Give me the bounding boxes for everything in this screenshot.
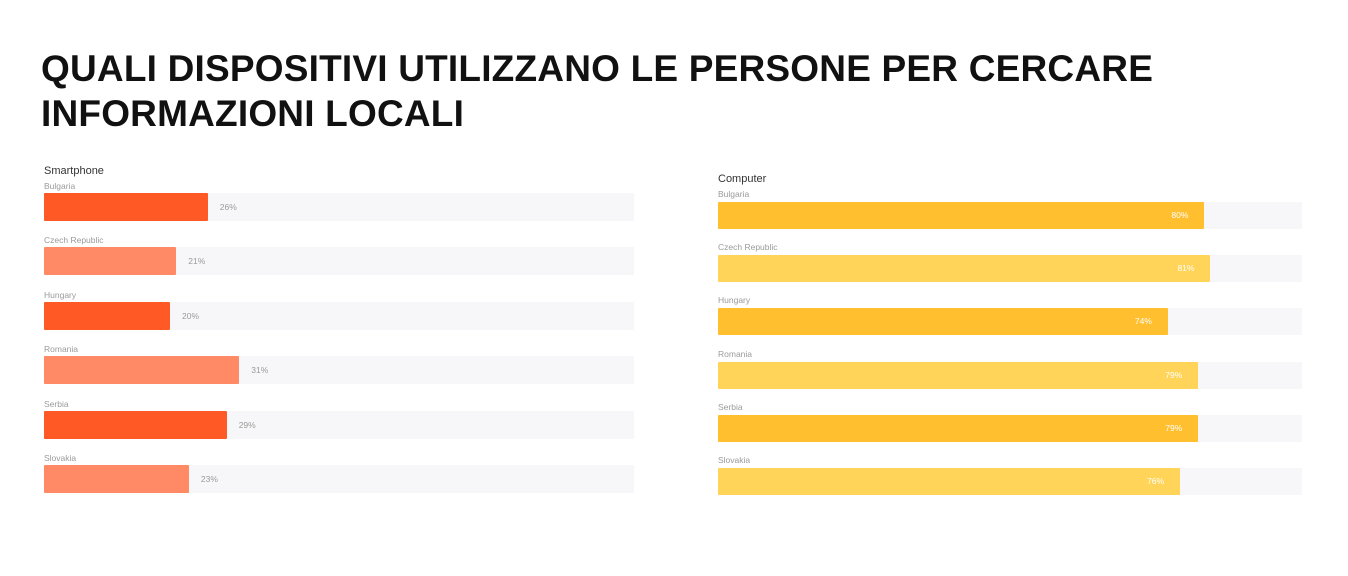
smartphone-row: Romania 31% bbox=[44, 343, 634, 397]
computer-bar-track: 76% bbox=[718, 467, 1302, 495]
computer-category-label: Romania bbox=[718, 348, 753, 359]
smartphone-category-label: Slovakia bbox=[44, 452, 77, 463]
computer-category-label: Slovakia bbox=[718, 454, 751, 465]
computer-bars: Bulgaria 80% Czech Republic 81% Hungary 74% Ro… bbox=[718, 188, 1308, 507]
computer-row: Serbia 79% bbox=[718, 401, 1308, 454]
computer-value-label: 79% bbox=[1165, 422, 1183, 433]
smartphone-chart-title: Smartphone bbox=[44, 165, 104, 177]
smartphone-category-label: Romania bbox=[44, 344, 79, 355]
computer-row: Czech Republic 81% bbox=[718, 241, 1308, 294]
smartphone-row: Hungary 20% bbox=[44, 289, 634, 343]
computer-bar bbox=[718, 255, 1211, 283]
smartphone-row: Serbia 29% bbox=[44, 398, 634, 452]
smartphone-value-label: 31% bbox=[251, 365, 269, 376]
smartphone-bar-track: 29% bbox=[44, 410, 634, 439]
smartphone-bars: Bulgaria 26% Czech Republic 21% Hungary 20% Ro… bbox=[44, 180, 634, 506]
computer-value-label: 76% bbox=[1147, 475, 1165, 486]
smartphone-category-label: Hungary bbox=[44, 289, 77, 300]
smartphone-value-label: 21% bbox=[188, 256, 206, 267]
smartphone-chart: Smartphone Bulgaria 26% Czech Republic 21% H… bbox=[44, 163, 634, 506]
smartphone-bar-track: 26% bbox=[44, 193, 634, 221]
computer-chart: Computer Bulgaria 80% Czech Republic 81% Hun… bbox=[718, 171, 1308, 507]
computer-row: Romania 79% bbox=[718, 348, 1308, 401]
smartphone-bar bbox=[44, 247, 177, 276]
smartphone-row: Czech Republic 21% bbox=[44, 234, 634, 288]
smartphone-value-label: 29% bbox=[238, 419, 256, 430]
computer-bar bbox=[718, 308, 1168, 336]
smartphone-bar-track: 23% bbox=[44, 464, 634, 493]
computer-bar-track: 79% bbox=[718, 361, 1302, 389]
computer-category-label: Czech Republic bbox=[718, 242, 778, 253]
computer-value-label: 81% bbox=[1177, 263, 1195, 274]
computer-row: Bulgaria 80% bbox=[718, 188, 1308, 241]
smartphone-row: Bulgaria 26% bbox=[44, 180, 634, 234]
smartphone-value-label: 23% bbox=[200, 473, 218, 484]
smartphone-value-label: 20% bbox=[182, 310, 200, 321]
computer-category-label: Hungary bbox=[718, 295, 751, 306]
computer-value-label: 79% bbox=[1165, 369, 1183, 380]
smartphone-category-label: Serbia bbox=[44, 398, 69, 409]
smartphone-row: Slovakia 23% bbox=[44, 452, 634, 506]
computer-row: Slovakia 76% bbox=[718, 454, 1308, 507]
smartphone-category-label: Bulgaria bbox=[44, 181, 76, 191]
computer-bar-track: 80% bbox=[718, 202, 1302, 229]
computer-bar-track: 74% bbox=[718, 308, 1302, 336]
smartphone-value-label: 26% bbox=[219, 202, 237, 212]
computer-bar bbox=[718, 467, 1181, 495]
computer-chart-title: Computer bbox=[718, 173, 767, 185]
smartphone-bar bbox=[44, 301, 170, 330]
smartphone-bar-track: 20% bbox=[44, 301, 634, 330]
computer-value-label: 80% bbox=[1171, 210, 1189, 220]
smartphone-bar-track: 21% bbox=[44, 247, 634, 276]
page-title: QUALI DISPOSITIVI UTILIZZANO LE PERSONE … bbox=[41, 48, 1154, 134]
computer-bar bbox=[718, 361, 1199, 389]
computer-value-label: 74% bbox=[1134, 316, 1152, 327]
computer-category-label: Bulgaria bbox=[718, 189, 750, 199]
computer-bar-track: 81% bbox=[718, 255, 1302, 283]
smartphone-bar bbox=[44, 356, 240, 385]
smartphone-bar bbox=[44, 464, 189, 493]
smartphone-bar-track: 31% bbox=[44, 356, 634, 385]
computer-row: Hungary 74% bbox=[718, 294, 1308, 347]
smartphone-bar bbox=[44, 410, 227, 439]
computer-bar bbox=[718, 202, 1205, 229]
computer-bar bbox=[718, 414, 1199, 442]
computer-bar-track: 79% bbox=[718, 414, 1302, 442]
smartphone-bar bbox=[44, 193, 208, 221]
computer-category-label: Serbia bbox=[718, 401, 743, 412]
smartphone-category-label: Czech Republic bbox=[44, 235, 104, 246]
